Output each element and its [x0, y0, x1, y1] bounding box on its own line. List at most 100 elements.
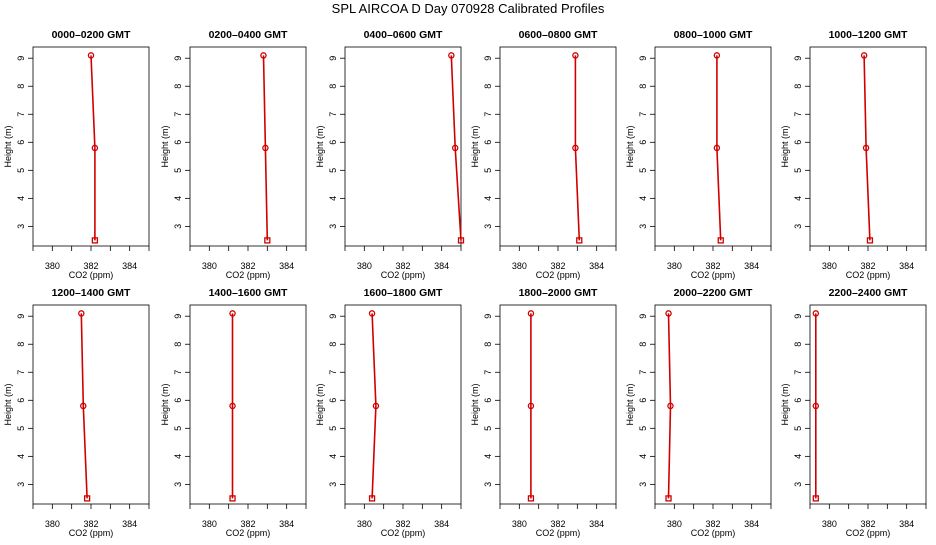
y-tick-label: 8 [173, 342, 183, 347]
profile-line [450, 55, 462, 241]
data-point [812, 310, 820, 317]
y-tick-label: 3 [793, 482, 803, 487]
plot-frame [32, 304, 150, 505]
x-axis-label: CO2 (ppm) [226, 270, 271, 280]
y-tick-label: 4 [793, 454, 803, 459]
chart-panel: 2000–2200 GMT 380 382 384 3 4 5 6 7 8 9 CO2 (ppm) He… [625, 287, 772, 538]
panel-title: 2200–2400 GMT [829, 287, 908, 299]
y-tick-label: 6 [16, 140, 26, 145]
x-axis-label: CO2 (ppm) [536, 528, 581, 538]
y-tick-label: 8 [328, 342, 338, 347]
x-tick-label: 380 [357, 519, 372, 529]
x-tick-label: 380 [512, 261, 527, 271]
panel-title: 0400–0600 GMT [364, 29, 443, 41]
data-point [87, 52, 95, 59]
data-point [665, 495, 672, 502]
x-tick-label: 384 [279, 261, 294, 271]
x-tick-label: 384 [744, 519, 759, 529]
y-tick-label: 9 [638, 314, 648, 319]
x-tick-label: 380 [45, 261, 60, 271]
panel-title: 1800–2000 GMT [519, 287, 598, 299]
plot-frame [344, 304, 462, 505]
x-tick-label: 382 [83, 519, 98, 529]
y-tick-label: 9 [328, 314, 338, 319]
x-tick-label: 380 [822, 519, 837, 529]
y-tick-label: 5 [16, 426, 26, 431]
x-axis-label: CO2 (ppm) [536, 270, 581, 280]
y-axis-label: Height (m) [3, 383, 13, 425]
data-point [527, 402, 535, 410]
chart-panel: 0800–1000 GMT 380 382 384 3 4 5 6 7 8 9 CO2 (ppm) He… [625, 29, 772, 280]
x-axis-label: CO2 (ppm) [381, 270, 426, 280]
y-tick-label: 8 [16, 342, 26, 347]
y-tick-label: 5 [173, 168, 183, 173]
y-tick-label: 5 [328, 168, 338, 173]
y-tick-label: 4 [793, 196, 803, 201]
profile-line [90, 55, 96, 241]
y-tick-label: 3 [483, 224, 493, 229]
x-tick-label: 382 [705, 261, 720, 271]
data-point [527, 310, 535, 317]
y-axis-label: Height (m) [160, 125, 170, 167]
y-tick-label: 6 [173, 398, 183, 403]
panel-title: 2000–2200 GMT [674, 287, 753, 299]
y-axis-label: Height (m) [315, 125, 325, 167]
data-point [368, 310, 376, 317]
x-tick-label: 380 [202, 261, 217, 271]
data-point [457, 237, 465, 244]
y-tick-label: 7 [16, 112, 26, 117]
y-tick-label: 5 [638, 168, 648, 173]
data-point [667, 402, 674, 410]
y-tick-label: 4 [483, 454, 493, 459]
y-tick-label: 4 [638, 454, 648, 459]
data-point [812, 495, 819, 502]
plot-frame [189, 304, 307, 505]
data-point [860, 52, 868, 59]
x-tick-label: 380 [357, 261, 372, 271]
y-tick-label: 3 [16, 482, 26, 487]
x-tick-label: 384 [589, 261, 604, 271]
profile-line [716, 55, 722, 241]
x-tick-label: 382 [240, 261, 255, 271]
data-point [229, 402, 236, 410]
x-tick-label: 382 [83, 261, 98, 271]
y-tick-label: 4 [173, 454, 183, 459]
x-axis-label: CO2 (ppm) [69, 270, 114, 280]
y-tick-label: 9 [173, 314, 183, 319]
y-tick-label: 6 [483, 140, 493, 145]
x-axis-label: CO2 (ppm) [381, 528, 426, 538]
panel-title: 0200–0400 GMT [209, 29, 288, 41]
panel-title: 0600–0800 GMT [519, 29, 598, 41]
plot-frame [654, 46, 772, 247]
y-tick-label: 5 [638, 426, 648, 431]
y-tick-label: 6 [328, 140, 338, 145]
chart-panel: 1400–1600 GMT 380 382 384 3 4 5 6 7 8 9 CO2 (ppm) He… [160, 287, 307, 538]
data-point [80, 402, 87, 410]
y-tick-label: 6 [173, 140, 183, 145]
x-tick-label: 380 [45, 519, 60, 529]
y-tick-label: 5 [483, 426, 493, 431]
y-axis-label: Height (m) [160, 383, 170, 425]
x-axis-label: CO2 (ppm) [691, 270, 736, 280]
y-tick-label: 8 [793, 84, 803, 89]
panel-title: 0000–0200 GMT [52, 29, 131, 41]
y-tick-label: 9 [173, 56, 183, 61]
y-tick-label: 4 [328, 454, 338, 459]
chart-panel: 0400–0600 GMT 380 382 384 3 4 5 6 7 8 9 CO2 (ppm) He… [315, 29, 465, 280]
chart-panel: 0600–0800 GMT 380 382 384 3 4 5 6 7 8 9 CO2 (ppm) He… [470, 29, 617, 280]
data-point [229, 495, 236, 502]
data-point [862, 144, 870, 152]
y-tick-label: 7 [638, 370, 648, 375]
data-point [264, 237, 271, 244]
y-tick-label: 9 [483, 314, 493, 319]
x-axis-label: CO2 (ppm) [69, 528, 114, 538]
data-point [451, 144, 459, 152]
y-tick-label: 8 [173, 84, 183, 89]
y-tick-label: 7 [793, 370, 803, 375]
y-tick-label: 3 [793, 224, 803, 229]
data-point [368, 495, 376, 502]
y-tick-label: 7 [173, 112, 183, 117]
profile-line [80, 313, 88, 499]
